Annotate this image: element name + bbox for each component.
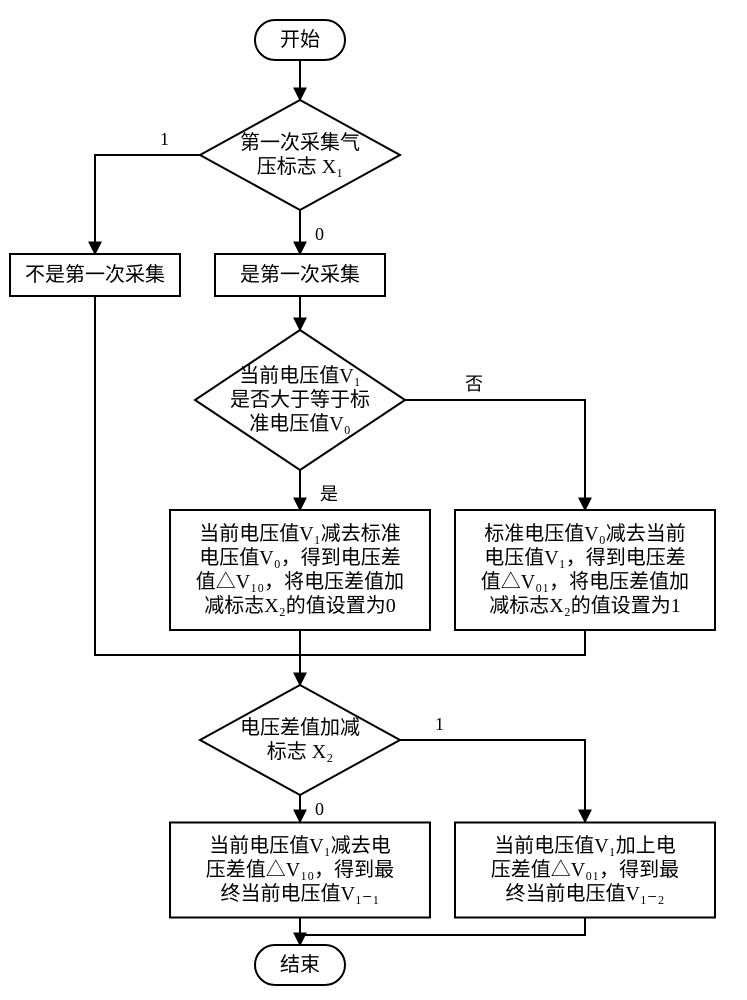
edge-label: 否	[465, 374, 483, 394]
decision-node	[200, 685, 400, 795]
edge	[405, 400, 585, 510]
node-text-line: 不是第一次采集	[25, 263, 165, 286]
node-text-line: 电压值V₀，得到电压差	[199, 546, 400, 569]
node-text-line: 压标志 X₁	[257, 155, 343, 178]
edge	[300, 630, 585, 655]
node-text-line: 压差值△V₀₁，得到最	[491, 858, 679, 881]
node-text-line: 当前电压值V₁	[239, 364, 360, 387]
edge-label: 1	[160, 129, 169, 149]
node-text-line: 是否大于等于标	[230, 388, 370, 411]
node-text-line: 电压差值加减	[240, 716, 360, 739]
node-text-line: 标志 X₂	[267, 740, 333, 763]
edge-label: 0	[315, 799, 324, 819]
edge-label: 0	[315, 224, 324, 244]
node-text-line: 电压值V₁，得到电压差	[484, 546, 685, 569]
node-text-line: 当前电压值V₁减去标准	[199, 522, 400, 545]
node-label: 结束	[280, 953, 320, 976]
node-text-line: 准电压值V₀	[249, 412, 350, 435]
node-text-line: 压差值△V₁₀，得到最	[206, 858, 394, 881]
node-text-line: 减标志X₂的值设置为0	[204, 594, 395, 617]
edge	[300, 918, 585, 935]
decision-node	[200, 100, 400, 210]
node-text-line: 标准电压值V₀减去当前	[484, 522, 685, 545]
node-text-line: 减标志X₂的值设置为1	[489, 594, 680, 617]
edge	[95, 155, 200, 254]
node-text-line: 终当前电压值V₁₋₁	[221, 882, 380, 905]
node-text-line: 第一次采集气	[240, 131, 360, 154]
edge-label: 1	[435, 714, 444, 734]
node-text-line: 值△V₁₀，将电压差值加	[196, 570, 404, 593]
node-text-line: 终当前电压值V₁₋₂	[506, 882, 665, 905]
edge-label: 是	[320, 484, 338, 504]
node-text-line: 是第一次采集	[240, 263, 360, 286]
node-text-line: 值△V₀₁，将电压差值加	[481, 570, 689, 593]
edge	[400, 740, 585, 822]
node-label: 开始	[280, 28, 320, 51]
node-text-line: 当前电压值V₁减去电	[209, 834, 390, 857]
node-text-line: 当前电压值V₁加上电	[494, 834, 675, 857]
